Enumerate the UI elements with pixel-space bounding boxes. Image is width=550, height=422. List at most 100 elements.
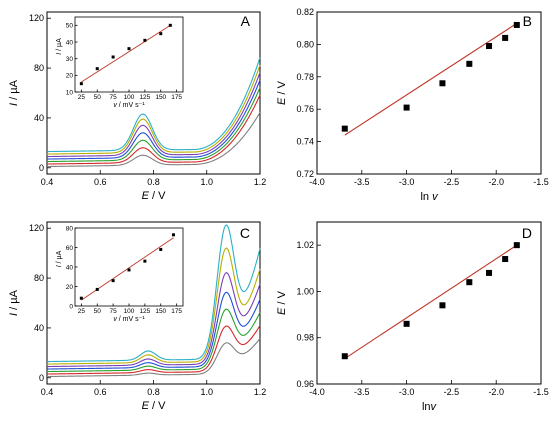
x-tick-label: 25: [78, 308, 86, 315]
x-tick-label: 1.0: [200, 177, 213, 187]
y-axis-label: E / V: [276, 290, 288, 315]
y-tick-label: 40: [34, 323, 44, 333]
cv-curve: [46, 87, 261, 163]
x-tick-label: -2.5: [444, 177, 460, 187]
x-tick-label: 1.2: [254, 387, 267, 397]
panel-a: 0.4 0.6 0.8 1.0 1.2 0 40 80 120 E / V I / µA 25 50 75…: [8, 11, 267, 202]
y-tick-label: 40: [66, 264, 74, 271]
x-tick-label: -2.0: [488, 177, 504, 187]
cv-curve: [46, 224, 261, 363]
data-point: [403, 320, 410, 327]
y-tick-label: 40: [34, 113, 44, 123]
plot-frame: [74, 227, 184, 307]
x-tick-label: 150: [155, 308, 166, 315]
y-tick-label: 120: [29, 223, 44, 233]
inset-plot: 25 50 75 100 125 150 175 10 20 30 40 50 v / mV s⁻¹ I …: [56, 16, 184, 109]
cv-curve: [46, 64, 261, 155]
data-point: [79, 82, 83, 86]
x-tick-label: 175: [171, 308, 182, 315]
x-tick-label: 150: [155, 94, 166, 101]
y-tick-label: 0.80: [296, 39, 314, 49]
cv-curve: [46, 325, 261, 375]
inset-y-axis-label: I / µA: [56, 250, 63, 267]
x-tick-label: -2.0: [488, 387, 504, 397]
x-tick-label: 0.6: [94, 177, 107, 187]
x-tick-label: 175: [171, 94, 182, 101]
y-axis-label: I / µA: [8, 79, 20, 106]
data-point: [143, 259, 147, 263]
cv-curve: [46, 291, 261, 370]
data-point: [159, 247, 163, 251]
x-tick-label: -3.5: [354, 177, 370, 187]
plot-frame: [74, 16, 184, 93]
fit-line: [81, 24, 171, 83]
y-tick-label: 0.72: [296, 169, 314, 179]
data-point: [341, 125, 348, 132]
panel-letter: B: [523, 13, 532, 29]
cv-curve: [46, 247, 261, 365]
x-tick-label: 0.4: [41, 177, 54, 187]
y-tick-label: 0.78: [296, 72, 314, 82]
x-tick-label: 0.8: [147, 387, 160, 397]
x-tick-label: 100: [124, 308, 135, 315]
data-point: [95, 287, 99, 291]
cv-curve: [46, 308, 261, 373]
y-tick-label: 20: [66, 73, 74, 80]
data-point: [111, 279, 115, 283]
inset-x-axis-label: v / mV s⁻¹: [113, 316, 145, 323]
y-tick-label: 0.82: [296, 7, 314, 17]
x-tick-label: 1.0: [200, 387, 213, 397]
cv-curve: [46, 72, 261, 158]
x-tick-label: 50: [94, 94, 102, 101]
data-point: [486, 43, 493, 50]
y-tick-label: 0: [69, 303, 73, 310]
data-point: [111, 55, 115, 59]
data-point: [486, 269, 493, 276]
data-point: [502, 34, 509, 41]
data-point: [95, 67, 99, 71]
x-tick-label: 0.6: [94, 387, 107, 397]
inset-plot: 25 50 75 100 125 150 175 0 20 40 60 80 v / mV s⁻¹ I /…: [56, 225, 184, 323]
y-tick-label: 120: [29, 13, 44, 23]
cv-curve: [46, 272, 261, 368]
y-tick-label: 0: [39, 373, 44, 383]
cv-curve: [46, 57, 261, 153]
y-tick-label: 30: [66, 56, 74, 63]
x-axis-label: E / V: [142, 190, 167, 202]
data-point: [513, 242, 520, 249]
panel-c: 0.4 0.6 0.8 1.0 1.2 0 40 80 120 E / V I / µA 25 50 75…: [8, 221, 267, 412]
x-tick-label: 0.4: [41, 387, 54, 397]
data-point: [513, 21, 520, 28]
y-axis-label: E / V: [276, 80, 288, 105]
y-tick-label: 20: [66, 284, 74, 291]
cv-curve: [46, 338, 261, 378]
panel-b: -4.0 -3.5 -3.0 -2.5 -2.0 -1.5 0.72 0.74 0.76 0.78…: [276, 7, 549, 203]
x-axis-label: E / V: [142, 400, 167, 412]
data-point: [466, 60, 473, 67]
y-tick-label: 50: [66, 23, 74, 30]
y-tick-label: 0.98: [296, 333, 314, 343]
x-tick-label: 125: [139, 94, 150, 101]
x-tick-label: 75: [110, 308, 118, 315]
y-tick-label: 1.02: [296, 240, 314, 250]
y-tick-label: 10: [66, 89, 74, 96]
data-point: [79, 296, 83, 300]
y-tick-label: 80: [34, 273, 44, 283]
x-tick-label: -3.5: [354, 387, 370, 397]
data-point: [127, 268, 131, 272]
y-tick-label: 1.00: [296, 286, 314, 296]
panel-letter: A: [241, 13, 251, 29]
x-tick-label: 1.2: [254, 177, 267, 187]
data-point: [127, 47, 131, 51]
cv-curve: [46, 112, 261, 168]
x-axis-label: ln v: [420, 191, 439, 203]
panel-d: -4.0 -3.5 -3.0 -2.5 -2.0 -1.5 0.96 0.98 1.00 1.02…: [276, 221, 549, 413]
y-tick-label: 80: [34, 63, 44, 73]
fit-line: [344, 244, 518, 360]
data-point: [439, 80, 446, 87]
x-tick-label: 0.8: [147, 177, 160, 187]
y-tick-label: 80: [66, 225, 74, 232]
y-tick-label: 0.76: [296, 104, 314, 114]
data-point: [143, 38, 147, 42]
